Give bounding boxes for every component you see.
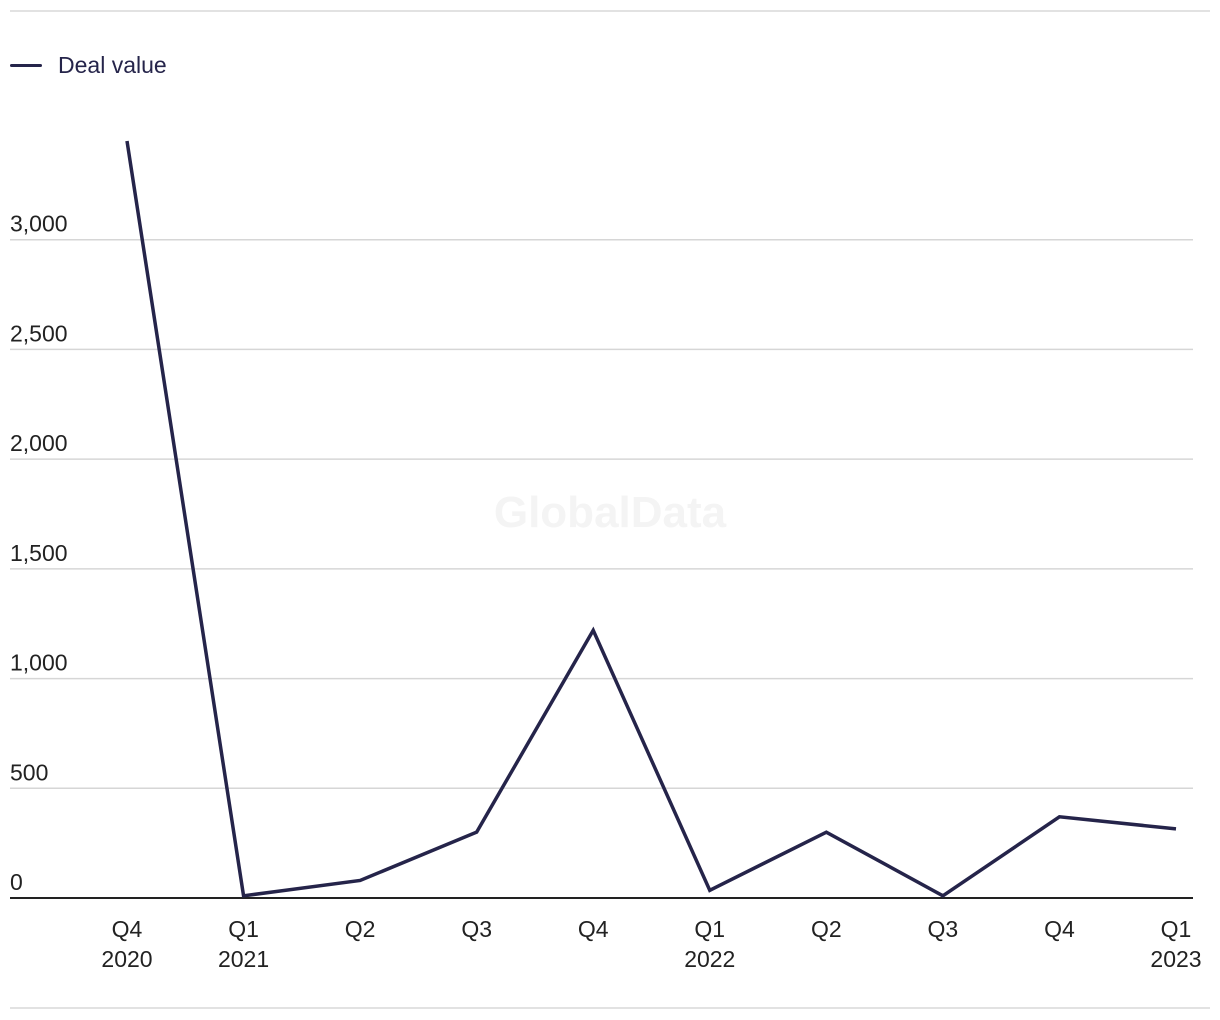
bottom-rule xyxy=(10,1007,1210,1009)
y-tick-label: 0 xyxy=(10,869,23,895)
series-layer xyxy=(125,140,1177,898)
y-tick-label: 2,000 xyxy=(10,430,68,456)
x-axis-ticks: Q4 2020 Q1 2021 Q2 Q3 Q4 Q1 2022 Q2 Q3 Q4 Q1 2023 xyxy=(101,916,1201,972)
x-tick-label: Q2 xyxy=(811,916,842,942)
x-tick-year-label: 2020 xyxy=(101,946,152,972)
x-tick-label: Q1 xyxy=(228,916,259,942)
x-tick-label: Q3 xyxy=(461,916,492,942)
x-tick-year-label: 2023 xyxy=(1150,946,1201,972)
y-axis-ticks: 0 500 1,000 1,500 2,000 2,500 3,000 xyxy=(10,211,68,895)
legend-swatch xyxy=(10,64,42,67)
x-tick-label: Q4 xyxy=(578,916,609,942)
watermark: GlobalData xyxy=(494,488,727,537)
x-tick-year-label: 2021 xyxy=(218,946,269,972)
x-tick-year-label: 2022 xyxy=(684,946,735,972)
x-tick-label: Q4 xyxy=(112,916,143,942)
y-tick-label: 2,500 xyxy=(10,320,68,346)
x-tick-label: Q4 xyxy=(1044,916,1075,942)
top-rule xyxy=(10,10,1210,12)
y-tick-label: 1,000 xyxy=(10,650,68,676)
series-line-deal-value xyxy=(125,140,1177,898)
y-tick-label: 1,500 xyxy=(10,540,68,566)
legend: Deal value xyxy=(10,52,167,79)
x-tick-label: Q3 xyxy=(928,916,959,942)
x-tick-label: Q1 xyxy=(1161,916,1192,942)
y-tick-label: 3,000 xyxy=(10,211,68,237)
grid xyxy=(10,238,1193,790)
legend-label: Deal value xyxy=(58,52,167,78)
x-tick-label: Q2 xyxy=(345,916,376,942)
y-tick-label: 500 xyxy=(10,759,48,785)
x-tick-label: Q1 xyxy=(694,916,725,942)
